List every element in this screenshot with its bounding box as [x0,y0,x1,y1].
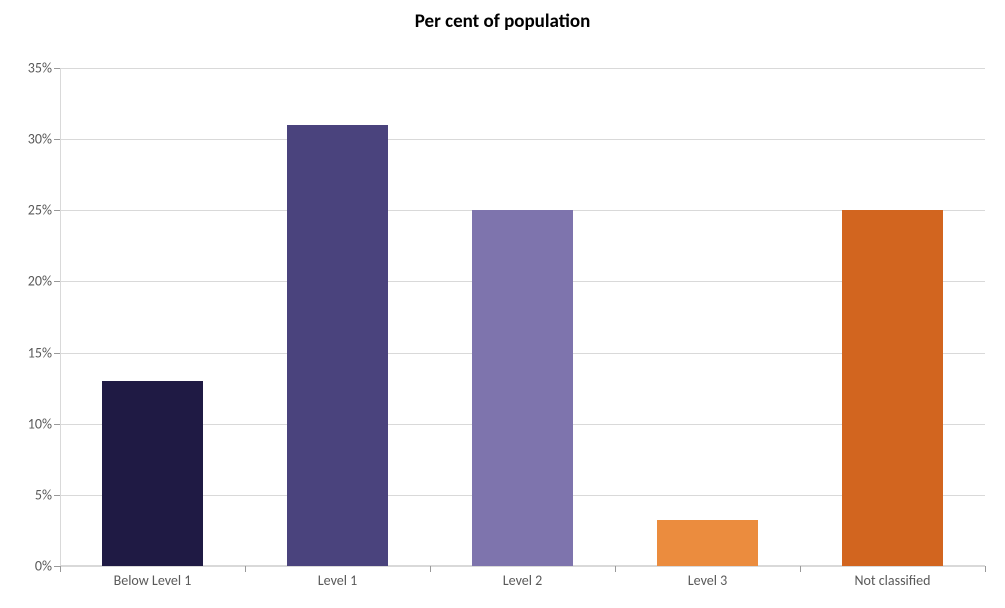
x-tick-mark [985,566,986,572]
x-tick-mark [245,566,246,572]
x-tick-label: Level 1 [318,566,357,589]
y-tick-label: 30% [28,131,60,148]
bar [842,210,944,566]
bar [102,381,204,566]
gridline [60,139,985,140]
y-tick-label: 10% [28,415,60,432]
bar [472,210,574,566]
gridline [60,68,985,69]
bar [657,520,759,566]
x-tick-label: Level 2 [503,566,542,589]
x-tick-mark [430,566,431,572]
x-tick-label: Level 3 [688,566,727,589]
x-tick-mark [615,566,616,572]
x-tick-label: Not classified [854,566,930,589]
y-tick-label: 0% [35,558,60,575]
plot-area: 0%5%10%15%20%25%30%35%Below Level 1Level… [60,68,985,566]
x-tick-label: Below Level 1 [114,566,192,589]
x-tick-mark [60,566,61,572]
y-tick-label: 15% [28,344,60,361]
y-tick-label: 20% [28,273,60,290]
chart-container: Per cent of population 0%5%10%15%20%25%3… [0,0,1005,608]
x-tick-mark [800,566,801,572]
y-tick-label: 5% [35,486,60,503]
y-axis-line [60,68,61,566]
y-tick-label: 25% [28,202,60,219]
bar [287,125,389,566]
chart-title: Per cent of population [0,10,1005,33]
y-tick-label: 35% [28,60,60,77]
